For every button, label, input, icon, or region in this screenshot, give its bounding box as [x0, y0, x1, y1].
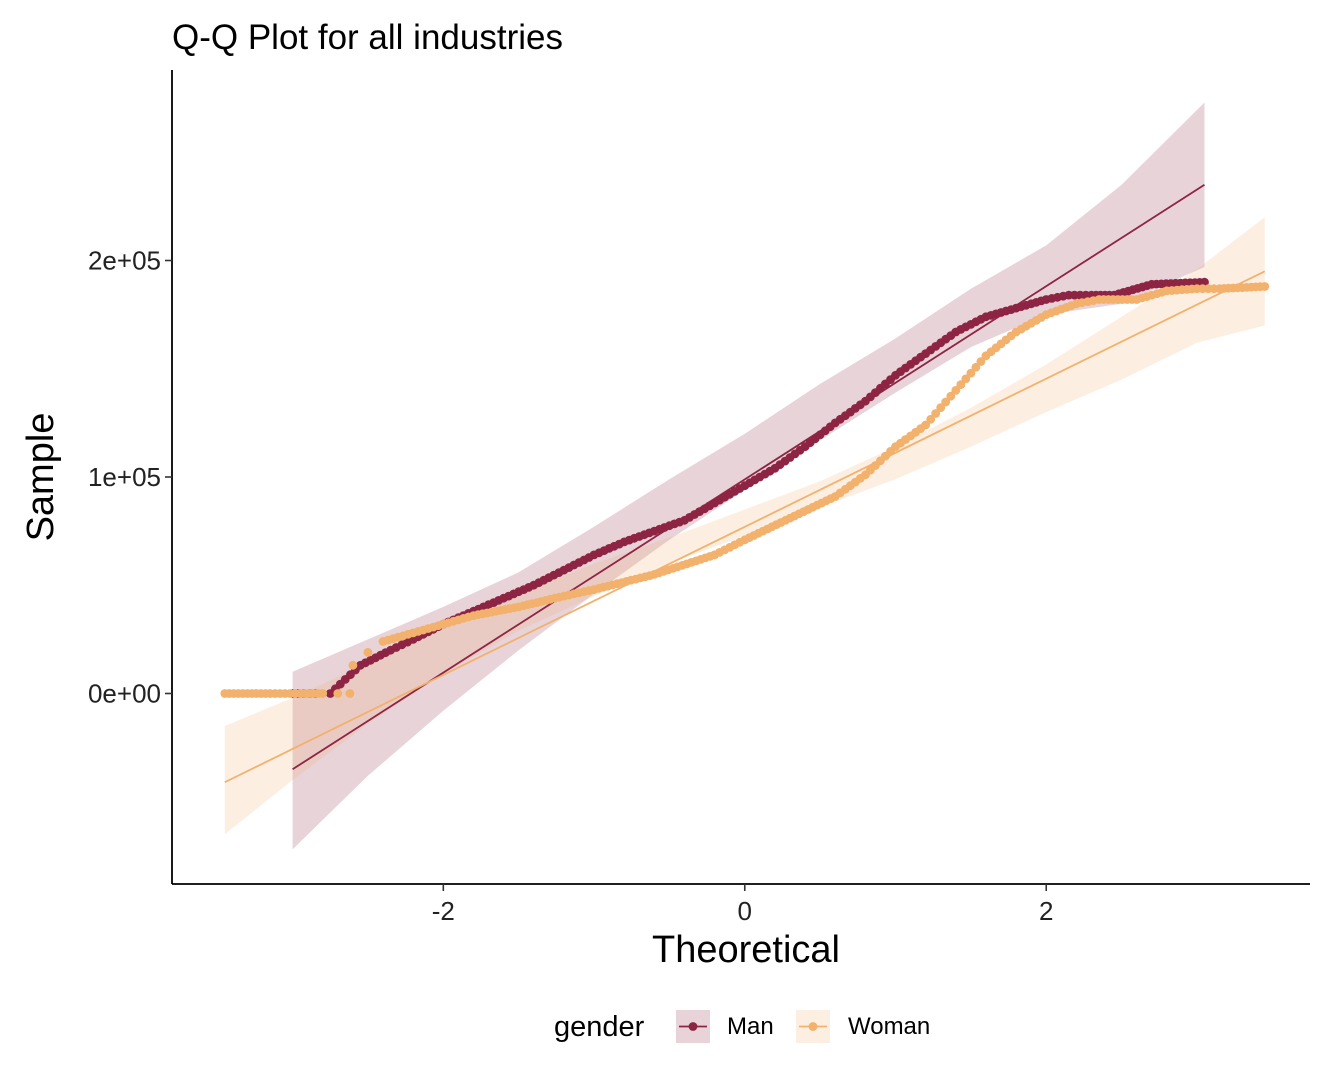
woman-point: [966, 368, 976, 378]
legend-label-man: Man: [727, 1013, 774, 1040]
woman-point: [956, 380, 966, 389]
man-point: [886, 375, 895, 384]
x-tick-label: 2: [1039, 896, 1053, 926]
woman-point: [403, 629, 413, 639]
man-point: [403, 637, 412, 647]
woman-point: [1157, 287, 1167, 297]
man-point: [916, 352, 925, 362]
y-axis-ticks: 0e+00 1e+05 2e+05: [88, 246, 172, 708]
confidence-bands: [224, 102, 1265, 850]
x-axis-ticks: -2 0 2: [432, 884, 1053, 926]
woman-point: [555, 592, 564, 602]
man-point: [524, 583, 534, 592]
woman-point: [584, 586, 594, 596]
woman-point: [931, 409, 941, 418]
man-point: [614, 539, 624, 549]
woman-point: [926, 414, 936, 424]
woman-point: [1209, 284, 1219, 294]
y-tick-label: 0e+00: [88, 678, 161, 708]
man-point: [946, 331, 956, 340]
legend-title: gender: [554, 1011, 645, 1043]
x-tick-label: 0: [738, 896, 752, 926]
man-point: [584, 553, 594, 562]
man-point: [976, 314, 986, 324]
woman-point: [1127, 295, 1137, 304]
woman-point: [1187, 284, 1197, 294]
man-point: [494, 596, 503, 605]
y-axis-title: Sample: [20, 413, 62, 542]
man-point: [765, 466, 775, 476]
woman-point: [290, 689, 300, 698]
woman-point: [348, 660, 358, 670]
woman-point: [951, 386, 961, 395]
data-points: [220, 277, 1270, 698]
fit-lines: [224, 183, 1266, 784]
woman-point: [941, 397, 951, 407]
woman-point: [781, 515, 790, 525]
woman-point: [645, 571, 655, 580]
man-point: [1142, 281, 1152, 291]
woman-point: [946, 391, 956, 401]
woman-point: [936, 403, 946, 413]
man-point: [554, 568, 564, 577]
legend-key-point-man: [688, 1022, 698, 1031]
woman-point: [735, 537, 745, 547]
woman-point: [1066, 301, 1076, 310]
man-point: [675, 517, 684, 527]
man-fit-line: [292, 183, 1205, 771]
woman-point: [705, 552, 715, 561]
woman-point: [313, 689, 323, 698]
woman-point: [1255, 282, 1265, 292]
x-axis-title: Theoretical: [652, 929, 840, 971]
woman-point: [826, 494, 836, 503]
woman-point: [961, 374, 971, 384]
man-point: [825, 422, 835, 432]
woman-point: [916, 424, 925, 434]
legend: gender Man Woman: [554, 1010, 930, 1043]
man-point: [735, 484, 745, 493]
woman-point: [345, 689, 355, 698]
woman-point: [433, 621, 443, 631]
woman-point: [333, 689, 343, 698]
woman-point: [509, 603, 519, 613]
chart-title: Q-Q Plot for all industries: [172, 18, 563, 57]
woman-point: [976, 357, 986, 366]
man-point: [705, 501, 714, 511]
man-point: [1036, 296, 1046, 306]
y-tick-label: 1e+05: [88, 462, 161, 492]
woman-point: [1088, 296, 1098, 305]
woman-point: [886, 447, 895, 456]
woman-point: [855, 474, 865, 483]
man-point: [381, 648, 390, 658]
woman-point: [363, 648, 373, 657]
legend-label-woman: Woman: [848, 1013, 930, 1040]
woman-point: [464, 612, 473, 622]
y-tick-label: 2e+05: [88, 246, 161, 276]
man-point: [644, 528, 654, 538]
woman-fit-line: [224, 270, 1266, 784]
man-point: [1006, 305, 1016, 314]
woman-point: [1036, 313, 1046, 322]
woman-confidence-band: [224, 217, 1265, 835]
legend-key-point-woman: [808, 1022, 818, 1031]
man-point: [855, 400, 865, 410]
woman-point: [1006, 331, 1016, 341]
woman-point: [261, 689, 270, 698]
woman-point: [971, 362, 981, 372]
man-point: [795, 445, 805, 455]
x-tick-label: -2: [432, 896, 455, 926]
man-point: [1058, 291, 1068, 301]
